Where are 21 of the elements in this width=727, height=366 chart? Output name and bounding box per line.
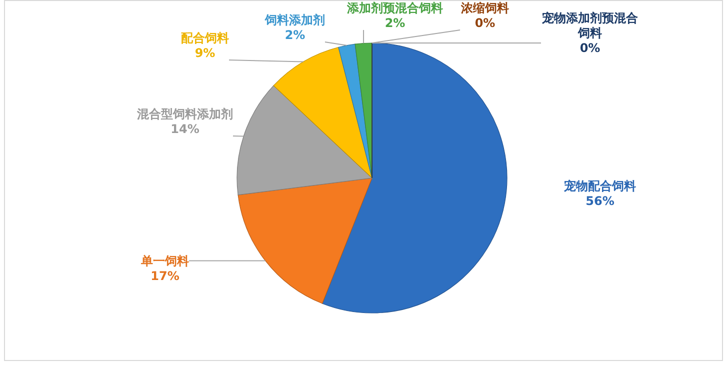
slice-label: 宠物配合饲料 — [563, 179, 636, 193]
pie-slice — [273, 46, 372, 178]
category-label: 宠物添加剂预混合饲料 — [542, 11, 638, 40]
text: 0% — [474, 16, 496, 30]
data-label: 17% — [150, 269, 180, 283]
data-label: 2% — [384, 16, 406, 30]
pie-slice — [322, 42, 508, 314]
category-label: 浓缩饲料 — [461, 1, 509, 15]
slice-label: 单一饲料 — [140, 254, 189, 268]
data-label: 9% — [194, 46, 216, 60]
pie-slice — [338, 44, 372, 178]
pie-slice — [238, 178, 372, 304]
slice-label: 配合饲料 — [181, 31, 229, 45]
slice-label: 饲料添加剂 — [264, 13, 325, 27]
pie-slice — [236, 85, 372, 196]
data-label: 2% — [284, 28, 306, 42]
text: 0% — [580, 41, 600, 55]
data-label: 14% — [170, 122, 200, 136]
data-label: 56% — [586, 194, 614, 208]
slice-label: 混合型饲料添加剂 — [136, 107, 233, 121]
slice-label: 添加剂预混合饲料 — [346, 1, 443, 15]
